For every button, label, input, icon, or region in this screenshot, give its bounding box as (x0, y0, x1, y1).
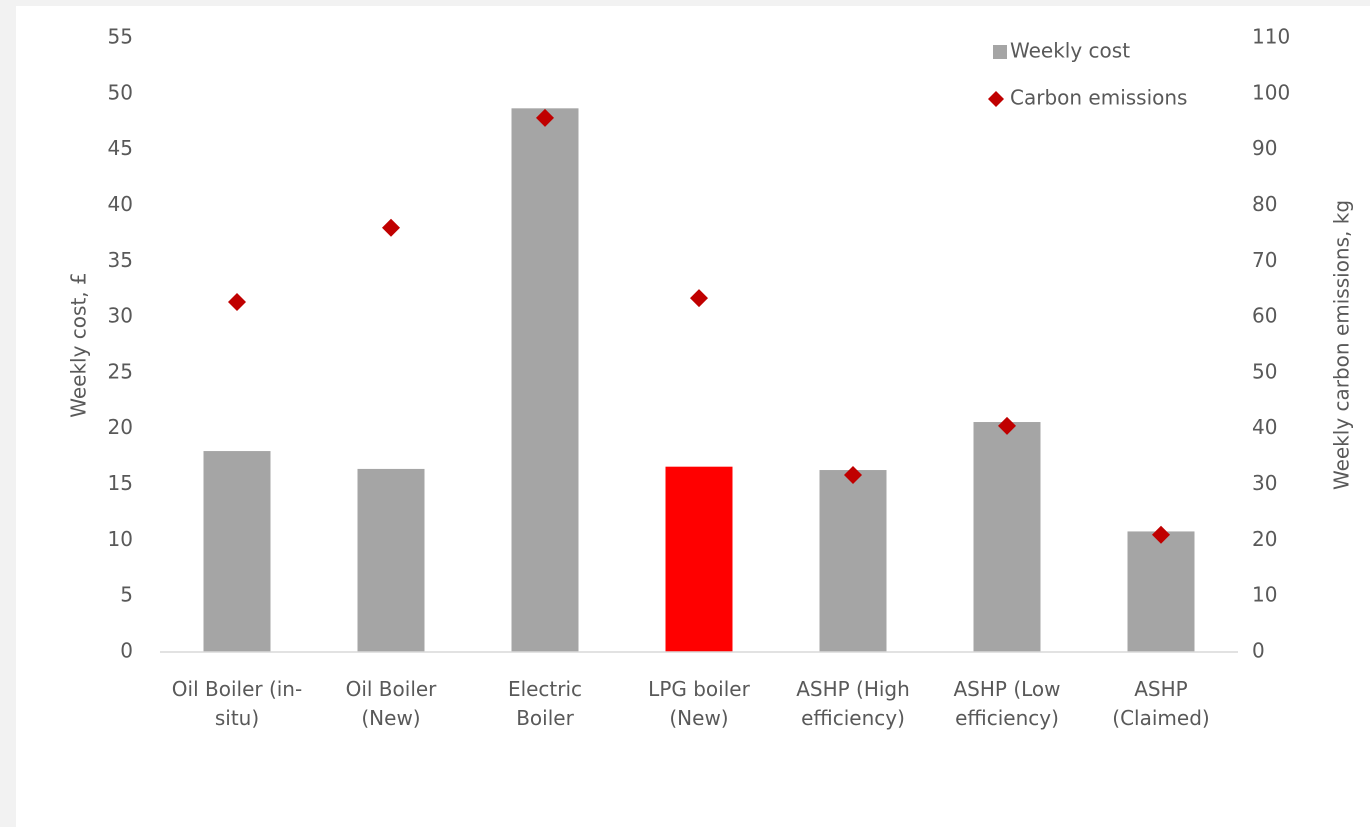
y2-tick-label: 90 (1252, 136, 1277, 160)
y2-tick-label: 0 (1252, 639, 1265, 663)
x-tick-label: Oil Boiler (in- situ) (171, 677, 303, 730)
y2-tick-label: 60 (1252, 304, 1277, 328)
y-tick-label: 30 (108, 304, 133, 328)
y-axis-title: Weekly cost, £ (67, 272, 91, 417)
y2-tick-label: 110 (1252, 25, 1290, 49)
x-tick-label: LPG boiler (New) (648, 677, 750, 730)
y-tick-label: 50 (108, 80, 133, 104)
y-tick-label: 40 (108, 192, 133, 216)
x-tick-label: Oil Boiler (New) (345, 677, 437, 730)
bar (1127, 531, 1195, 652)
legend-label: Weekly cost (1010, 39, 1130, 63)
x-tick-label: ASHP (High efficiency) (796, 677, 910, 730)
marker (228, 293, 246, 312)
x-tick-label: Electric Boiler (507, 677, 583, 730)
x-tick-label: ASHP (Claimed) (1112, 677, 1210, 730)
legend-swatch (988, 91, 1004, 107)
marker (382, 218, 400, 237)
y2-tick-label: 10 (1252, 583, 1277, 607)
y2-tick-label: 40 (1252, 415, 1277, 439)
y2-tick-label: 100 (1252, 80, 1290, 104)
legend-swatch (993, 45, 1007, 59)
bar (819, 470, 887, 652)
y-tick-label: 5 (120, 583, 133, 607)
bar (203, 451, 271, 652)
marker (844, 466, 862, 485)
bar (973, 422, 1041, 652)
marker (690, 289, 708, 308)
y-tick-label: 35 (108, 248, 133, 272)
marker (536, 108, 554, 127)
marker (998, 416, 1016, 435)
bar (511, 108, 579, 652)
y-tick-label: 0 (120, 639, 133, 663)
y-tick-label: 15 (108, 471, 133, 495)
y-tick-label: 45 (108, 136, 133, 160)
y-tick-label: 10 (108, 527, 133, 551)
bar (665, 466, 733, 652)
chart-area (16, 6, 1370, 827)
y-tick-label: 20 (108, 415, 133, 439)
bar (357, 468, 425, 652)
x-tick-label: ASHP (Low efficiency) (953, 677, 1061, 730)
y2-tick-label: 30 (1252, 471, 1277, 495)
y2-tick-label: 80 (1252, 192, 1277, 216)
y2-tick-label: 70 (1252, 248, 1277, 272)
y2-axis-title: Weekly carbon emissions, kg (1330, 200, 1354, 490)
marker (1152, 525, 1170, 544)
y-tick-label: 55 (108, 25, 133, 49)
y-tick-label: 25 (108, 359, 133, 383)
y2-tick-label: 50 (1252, 359, 1277, 383)
legend-label: Carbon emissions (1010, 86, 1187, 110)
y2-tick-label: 20 (1252, 527, 1277, 551)
